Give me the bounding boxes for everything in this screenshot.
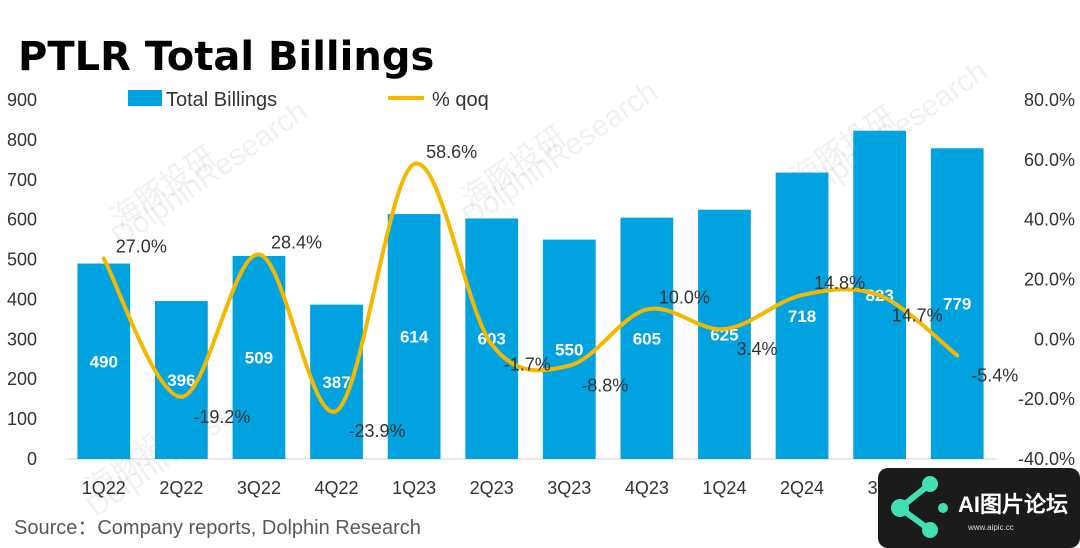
- bar: [620, 217, 674, 459]
- qoq-point: [567, 363, 572, 368]
- y2-tick-label: 0.0%: [1034, 329, 1075, 349]
- x-tick-label: 1Q22: [82, 478, 126, 498]
- qoq-point: [256, 252, 261, 257]
- bar: [387, 214, 441, 459]
- qoq-value-label: 3.4%: [736, 339, 777, 359]
- y-tick-label: 800: [7, 130, 37, 150]
- y-tick-label: 700: [7, 170, 37, 190]
- chart-title: PTLR Total Billings: [18, 34, 434, 80]
- bar-value-label: 490: [90, 352, 118, 371]
- qoq-point: [800, 293, 805, 298]
- qoq-line: [102, 161, 959, 414]
- bar-value-label: 387: [322, 373, 350, 392]
- qoq-point: [101, 256, 106, 261]
- y-axis-right: -40.0% -20.0% 0.0% 20.0% 40.0% 60.0% 80.0%: [1018, 90, 1075, 469]
- x-tick-label: 1Q23: [392, 478, 436, 498]
- x-tick-label: 3Q23: [547, 478, 591, 498]
- bar-series: [77, 130, 984, 459]
- x-tick-label: 3Q22: [237, 478, 281, 498]
- y2-tick-label: -40.0%: [1018, 449, 1075, 469]
- bar: [930, 148, 984, 459]
- qoq-point: [179, 394, 184, 399]
- legend-bar-label: Total Billings: [166, 89, 277, 111]
- y2-tick-label: 40.0%: [1024, 210, 1075, 230]
- qoq-value-label: 10.0%: [659, 287, 710, 307]
- logo-text: AI图片论坛: [958, 492, 1068, 517]
- qoq-value-label: -1.7%: [504, 354, 551, 374]
- x-tick-label: 4Q23: [625, 478, 669, 498]
- y2-tick-label: -20.0%: [1018, 389, 1075, 409]
- qoq-line-series: [101, 161, 960, 414]
- y-tick-label: 0: [27, 449, 37, 469]
- bar-value-label: 509: [245, 348, 273, 367]
- source-note: Source：Company reports, Dolphin Research: [14, 517, 421, 539]
- y-tick-label: 100: [7, 409, 37, 429]
- bar: [775, 172, 829, 459]
- y2-tick-label: 20.0%: [1024, 270, 1075, 290]
- qoq-point: [644, 307, 649, 312]
- bar-value-label: 614: [400, 328, 429, 347]
- x-tick-label: 2Q24: [780, 478, 824, 498]
- bar-value-label: 779: [943, 295, 971, 314]
- qoq-value-label: -5.4%: [971, 365, 1018, 385]
- x-axis: 1Q22 2Q22 3Q22 4Q22 1Q23 2Q23 3Q23 4Q23 1Q24 2Q24…: [82, 478, 979, 498]
- qoq-value-label: 58.6%: [426, 142, 477, 162]
- y-tick-label: 600: [7, 210, 37, 230]
- bar: [310, 304, 363, 459]
- bar: [232, 255, 286, 459]
- logo-network-icon: [891, 476, 948, 538]
- legend-bar-swatch: [128, 90, 162, 106]
- legend: Total Billings % qoq: [128, 89, 489, 111]
- qoq-value-label: 14.8%: [814, 273, 865, 293]
- qoq-point: [412, 162, 417, 167]
- qoq-point: [877, 293, 882, 298]
- qoq-value-label: 28.4%: [271, 232, 322, 252]
- bar-value-label: 550: [555, 340, 583, 359]
- qoq-value-label: 14.7%: [892, 305, 943, 325]
- qoq-value-label: -8.8%: [581, 376, 628, 396]
- x-tick-label: 2Q22: [159, 478, 203, 498]
- qoq-data-labels: 27.0% -19.2% 28.4% -23.9% 58.6% -1.7% -8.8% 10.…: [116, 142, 1018, 441]
- bar-value-label: 605: [633, 329, 661, 348]
- y-axis-left: 0 100 200 300 400 500 600 700 800 900: [7, 90, 37, 469]
- y-tick-label: 900: [7, 90, 37, 110]
- qoq-value-label: -19.2%: [193, 407, 250, 427]
- bar: [542, 239, 596, 459]
- x-tick-label: 1Q24: [702, 478, 746, 498]
- bar: [698, 209, 751, 459]
- qoq-point: [334, 408, 339, 413]
- bar-value-label: 718: [788, 307, 816, 326]
- y2-tick-label: 80.0%: [1024, 90, 1075, 110]
- qoq-value-label: 27.0%: [116, 237, 167, 257]
- qoq-point: [722, 327, 727, 332]
- qoq-value-label: -23.9%: [349, 421, 406, 441]
- x-tick-label: 2Q23: [470, 478, 514, 498]
- x-tick-label: 4Q22: [315, 478, 359, 498]
- y2-tick-label: 60.0%: [1024, 150, 1075, 170]
- y-tick-label: 200: [7, 369, 37, 389]
- y-tick-label: 400: [7, 289, 37, 309]
- bar: [465, 218, 519, 459]
- logo-url: www.aipic.cc: [967, 523, 1014, 532]
- watermark-en: DolphinResearch: [106, 95, 313, 254]
- y-tick-label: 500: [7, 250, 37, 270]
- y-tick-label: 300: [7, 329, 37, 349]
- qoq-point: [955, 353, 960, 358]
- bar-value-label: 396: [167, 371, 195, 390]
- site-logo: AI图片论坛 www.aipic.cc: [878, 468, 1080, 548]
- legend-line-label: % qoq: [432, 89, 489, 111]
- qoq-point: [489, 342, 494, 347]
